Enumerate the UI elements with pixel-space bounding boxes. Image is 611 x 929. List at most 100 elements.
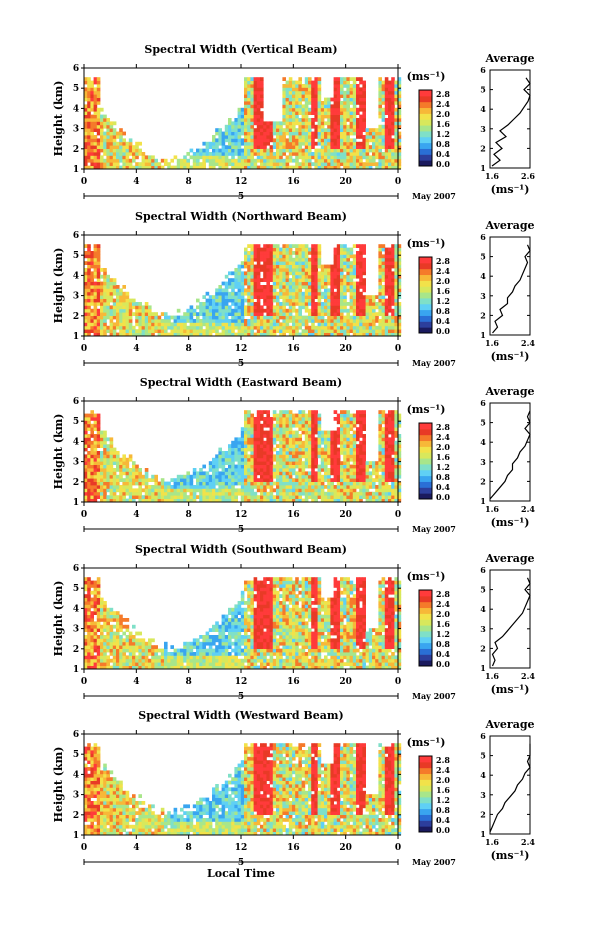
heatmap-cell: [317, 420, 322, 425]
heatmap-cell: [388, 247, 392, 252]
heatmap-cell: [269, 495, 274, 499]
heatmap-cell: [128, 165, 133, 170]
heatmap-cell: [340, 141, 344, 146]
heatmap-cell: [394, 257, 398, 262]
heatmap-cell: [151, 495, 155, 499]
heatmap-cell: [247, 312, 251, 316]
heatmap-cell: [349, 155, 354, 160]
heatmap-cell: [343, 104, 347, 109]
heatmap-cell: [333, 451, 338, 455]
heatmap-cell: [170, 332, 174, 337]
heatmap-cell: [183, 325, 187, 330]
heatmap-cell: [292, 152, 296, 156]
heatmap-cell: [148, 325, 152, 330]
heatmap-cell: [279, 312, 283, 316]
heatmap-cell: [311, 430, 315, 435]
heatmap-cell: [116, 495, 120, 499]
heatmap-cell: [244, 322, 248, 327]
heatmap-cell: [378, 319, 382, 323]
heatmap-cell: [394, 111, 398, 115]
heatmap-cell: [282, 247, 286, 252]
heatmap-cell: [391, 141, 395, 146]
heatmap-cell: [260, 155, 264, 160]
heatmap-cell: [391, 302, 395, 306]
heatmap-cell: [336, 80, 341, 85]
heatmap-cell: [253, 135, 258, 139]
colorbar-tick-label: 1.6: [436, 286, 450, 296]
heatmap-cell: [128, 325, 133, 330]
heatmap-cell: [93, 264, 98, 269]
heatmap-cell: [333, 101, 338, 105]
heatmap-cell: [340, 420, 344, 425]
heatmap-cell: [292, 430, 296, 435]
heatmap-cell: [100, 315, 104, 320]
heatmap-cell: [340, 413, 344, 418]
heatmap-cell: [311, 298, 315, 303]
heatmap-cell: [391, 131, 395, 136]
heatmap-cell: [224, 162, 229, 166]
heatmap-cell: [301, 461, 306, 465]
heatmap-cell: [247, 251, 251, 255]
heatmap-cell: [311, 118, 315, 122]
heatmap-cell: [285, 302, 290, 306]
heatmap-cell: [314, 165, 318, 170]
heatmap-cell: [276, 285, 280, 289]
heatmap-cell: [84, 434, 88, 438]
heatmap-cell: [208, 478, 213, 482]
heatmap-cell: [356, 285, 360, 289]
heatmap-cell: [100, 107, 104, 112]
heatmap-cell: [295, 135, 299, 139]
heatmap-cell: [282, 319, 286, 323]
heatmap-cell: [231, 447, 235, 452]
heatmap-cell: [276, 322, 280, 327]
heatmap-cell: [282, 430, 286, 435]
heatmap-cell: [84, 322, 88, 327]
heatmap-cell: [119, 498, 123, 503]
heatmap-cell: [285, 468, 290, 472]
heatmap-cell: [189, 312, 194, 316]
heatmap-cell: [381, 135, 386, 139]
heatmap-cell: [186, 329, 190, 333]
heatmap-cell: [84, 261, 88, 265]
heatmap-cell: [250, 131, 254, 136]
heatmap-cell: [116, 285, 120, 289]
heatmap-cell: [343, 261, 347, 265]
heatmap-cell: [288, 138, 293, 143]
heatmap-cell: [84, 457, 88, 462]
heatmap-cell: [282, 278, 286, 282]
heatmap-cell: [362, 104, 366, 109]
heatmap-cell: [157, 485, 162, 489]
heatmap-cell: [237, 481, 242, 486]
heatmap-cell: [340, 461, 344, 465]
heatmap-cell: [96, 440, 101, 445]
heatmap-cell: [202, 319, 206, 323]
heatmap-cell: [256, 254, 261, 259]
heatmap-cell: [336, 471, 341, 476]
heatmap-cell: [340, 145, 344, 149]
heatmap-cell: [208, 298, 213, 303]
heatmap-cell: [340, 148, 344, 153]
heatmap-cell: [208, 464, 213, 469]
heatmap-cell: [96, 87, 101, 92]
heatmap-cell: [234, 295, 238, 299]
heatmap-cell: [304, 84, 309, 88]
heatmap-cell: [247, 423, 251, 428]
heatmap-cell: [285, 145, 290, 149]
heatmap-cell: [103, 298, 107, 303]
date-tick-label: 5: [238, 192, 244, 202]
heatmap-cell: [343, 478, 347, 482]
heatmap-cell: [317, 285, 322, 289]
heatmap-cell: [378, 261, 382, 265]
heatmap-cell: [253, 121, 258, 126]
heatmap-cell: [311, 468, 315, 472]
heatmap-cell: [96, 291, 101, 296]
heatmap-cell: [391, 138, 395, 143]
heatmap-cell: [116, 461, 120, 465]
heatmap-cell: [224, 312, 229, 316]
heatmap-cell: [356, 77, 360, 81]
heatmap-cell: [244, 298, 248, 303]
heatmap-cell: [247, 148, 251, 153]
heatmap-cell: [100, 288, 104, 293]
heatmap-cell: [330, 305, 334, 310]
heatmap-cell: [352, 288, 357, 293]
